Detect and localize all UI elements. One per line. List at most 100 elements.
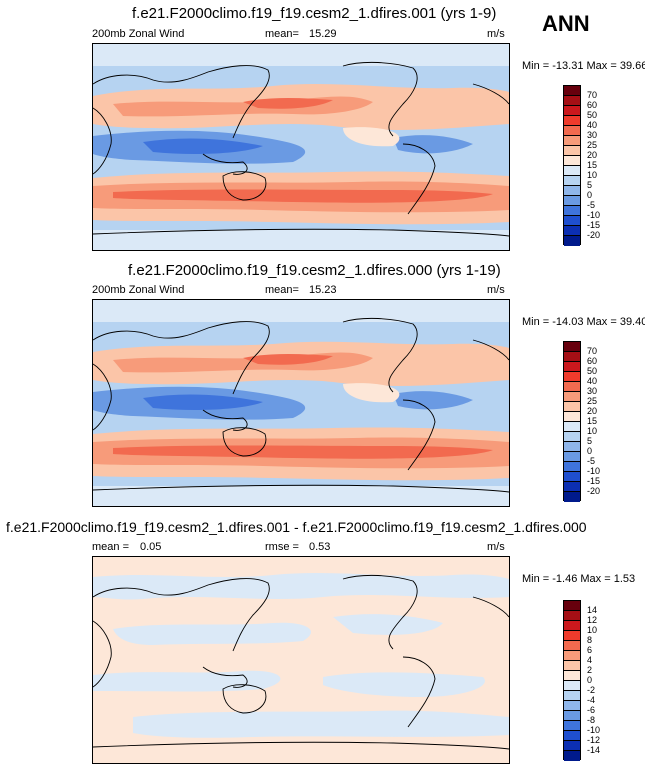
panel3-coast-australia [222,684,267,714]
panel1-mean-value: 15.29 [309,28,337,40]
panel1-cbar-tick: 70 [587,90,598,100]
panel1-cbar-tick: -20 [587,230,601,240]
panel3-blue-patch [333,614,443,635]
panel1-cbar-swatch [564,136,580,146]
panel3-rmse-label: rmse = [265,541,299,553]
panel3-cbar-swatch [564,621,580,631]
panel1-cbar-swatch [564,156,580,166]
panel1-cbar-swatch [564,196,580,206]
panel2-cbar-tick: 20 [587,406,598,416]
panel2-trop-easterly-core [143,394,263,410]
panel2-cbar-swatch [564,412,580,422]
panel3-cbar-tick: 10 [587,625,598,635]
panel1-coast-indonesia [202,153,248,175]
panel3-cbar-swatch [564,721,580,731]
panel1-coast-eurasia [93,65,270,139]
panel3-cbar-swatch [564,641,580,651]
panel3-cbar-swatch [564,661,580,671]
panel1-cbar-tick: -10 [587,210,601,220]
panel3-mean-label: mean = [92,541,129,553]
panel3-cbar-swatch [564,631,580,641]
panel2-arctic-band [93,300,509,322]
panel1-cbar-swatch [564,116,580,126]
panel1-arctic-band [93,44,509,66]
panel1-cbar-tick: 10 [587,170,598,180]
panel2-coastlines [93,317,509,493]
panel3-cbar-tick: 6 [587,645,593,655]
panel1-mean-label: mean= [265,28,299,40]
panel2-coast-eurasia [93,321,270,395]
panel3-cbar-swatch [564,601,580,611]
panel1-cbar-swatch [564,146,580,156]
panel1-cbar-swatch [564,96,580,106]
panel2-cbar-swatch [564,452,580,462]
panel3-cbar-tick: -12 [587,735,601,745]
panel3-coast-europe [472,596,509,618]
panel1-cbar-swatch [564,86,580,96]
panel3-mean-value: 0.05 [140,541,162,553]
panel3-cbar-tick: 0 [587,675,593,685]
panel2-cbar-tick: 40 [587,376,598,386]
panel2-cbar-tick: 50 [587,366,598,376]
panel1-cbar-tick: 15 [587,160,598,170]
panel3-map-svg [93,557,509,763]
panel2-cbar-tick: 60 [587,356,598,366]
panel2-colorbar [563,341,581,502]
panel2-variable: 200mb Zonal Wind [92,284,185,296]
panel2-cbar-tick: 10 [587,426,598,436]
panel2-coast-australia [222,427,267,457]
panel2-cbar-swatch [564,472,580,482]
panel1-cbar-swatch [564,216,580,226]
panel3-cbar-swatch [564,731,580,741]
panel2-cbar-tick: 0 [587,446,593,456]
panel2-cbar-swatch [564,442,580,452]
panel3-cbar-swatch [564,681,580,691]
panel1-cbar-tick: -5 [587,200,596,210]
panel2-cbar-swatch [564,352,580,362]
panel1-map-svg [93,44,509,250]
panel1-sh-jet-core [113,189,493,203]
panel3-blue-patch [113,622,312,645]
panel1-units: m/s [487,28,505,40]
panel3-coast-namerica [342,574,418,650]
panel3-blue-patch [323,672,485,697]
panel3-cbar-tick: -14 [587,745,601,755]
panel2-cbar-tick: 70 [587,346,598,356]
panel3-colorbar [563,600,581,761]
panel2-cbar-swatch [564,422,580,432]
panel1-cbar-swatch [564,176,580,186]
panel2-coast-africa [93,363,112,431]
panel2-cbar-swatch [564,462,580,472]
panel3-cbar-tick: 12 [587,615,598,625]
panel3-coast-samerica [402,656,436,728]
panel3-cbar-swatch [564,671,580,681]
panel3-blue-patch [93,573,509,600]
panel1-cbar-tick: 25 [587,140,598,150]
panel2-coast-europe [472,339,509,361]
panel2-map-svg [93,300,509,506]
panel1-pac-westerly [343,127,400,147]
panel3-cbar-tick: 14 [587,605,598,615]
panel1-variable: 200mb Zonal Wind [92,28,185,40]
panel3-cbar-swatch [564,751,580,761]
panel2-map [92,299,510,507]
panel3-cbar-swatch [564,691,580,701]
panel1-cbar-swatch [564,186,580,196]
panel3-cbar-tick: 8 [587,635,593,645]
panel3-cbar-tick: -2 [587,685,596,695]
panel3-coast-africa [93,620,112,688]
panel3-coastlines [93,574,509,750]
panel1-coast-australia [222,171,267,201]
panel2-coast-namerica [342,317,418,393]
panel1-cbar-swatch [564,126,580,136]
panel2-units: m/s [487,284,505,296]
panel2-cbar-tick: 5 [587,436,593,446]
season-label: ANN [542,11,590,36]
panel1-cbar-tick: 30 [587,130,598,140]
panel2-cbar-tick: 30 [587,386,598,396]
panel1-coast-africa [93,107,112,175]
panel3-coast-indonesia [202,666,248,688]
panel2-cbar-tick: 25 [587,396,598,406]
panel2-title: f.e21.F2000climo.f19_f19.cesm2_1.dfires.… [128,262,501,279]
panel1-trop-easterly-core [143,138,263,154]
